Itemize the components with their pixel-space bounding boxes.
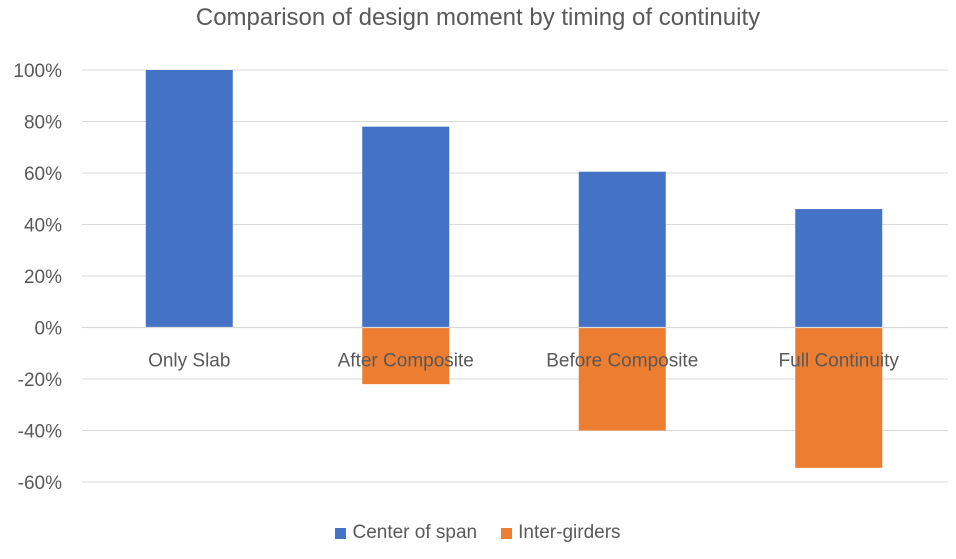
y-axis-ticks: 100% 80% 60% 40% 20% 0% -20% -40% -60% [13,61,62,494]
x-tick-label: After Composite [338,351,474,372]
legend-swatch-center-of-span [335,527,347,539]
legend-label-inter-girders: Inter-girders [518,522,621,543]
x-tick-label: Before Composite [546,351,698,372]
y-tick-label: 60% [24,164,62,185]
y-tick-label: 20% [24,267,62,288]
category-labels: Only Slab After Composite Before Composite… [148,351,899,372]
bar [795,327,883,468]
y-tick-label: 0% [35,319,63,340]
legend-label-center-of-span: Center of span [352,522,478,543]
bar [145,70,233,328]
legend-item-center-of-span: Center of span [335,522,477,544]
bar [362,126,450,328]
y-tick-label: -40% [18,422,62,443]
y-tick-label: -60% [18,473,62,494]
y-tick-label: 100% [13,61,62,82]
chart-title: Comparison of design moment by timing of… [195,4,761,31]
legend: Center of span Inter-girders [0,522,956,544]
bar [578,327,666,431]
bar [795,209,883,328]
legend-swatch-inter-girders [501,527,513,539]
legend-item-inter-girders: Inter-girders [501,522,621,544]
bars [145,70,883,468]
y-tick-label: -20% [18,370,62,391]
y-tick-label: 80% [24,113,62,134]
bar [578,171,666,328]
bar [362,327,450,385]
x-tick-label: Only Slab [148,351,230,372]
y-tick-label: 40% [24,216,62,237]
x-tick-label: Full Continuity [779,351,900,372]
